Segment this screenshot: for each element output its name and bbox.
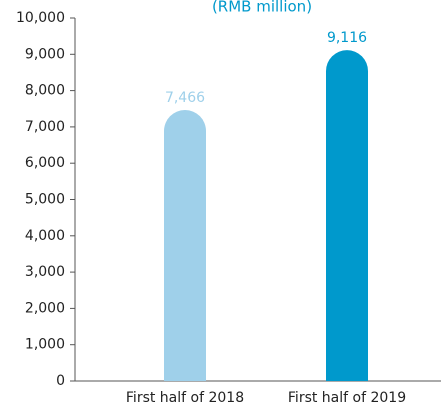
y-tick-label: 5,000 — [25, 192, 65, 208]
y-tick-label: 4,000 — [25, 228, 65, 244]
y-tick-label: 8,000 — [25, 83, 65, 99]
data-label: 9,116 — [327, 30, 367, 46]
bar — [326, 50, 368, 382]
y-tick-label: 3,000 — [25, 264, 65, 280]
y-tick-label: 6,000 — [25, 155, 65, 171]
y-tick-label: 1,000 — [25, 337, 65, 353]
x-tick-label: First half of 2018 — [126, 390, 244, 406]
y-tick-label: 0 — [56, 373, 65, 389]
y-tick-label: 10,000 — [16, 10, 65, 26]
data-label: 7,466 — [165, 90, 205, 106]
y-tick-label: 9,000 — [25, 46, 65, 62]
y-tick-label: 7,000 — [25, 119, 65, 135]
chart-title: (RMB million) — [212, 0, 312, 16]
y-tick-label: 2,000 — [25, 300, 65, 316]
bar — [164, 109, 206, 381]
x-tick-label: First half of 2019 — [288, 390, 406, 406]
